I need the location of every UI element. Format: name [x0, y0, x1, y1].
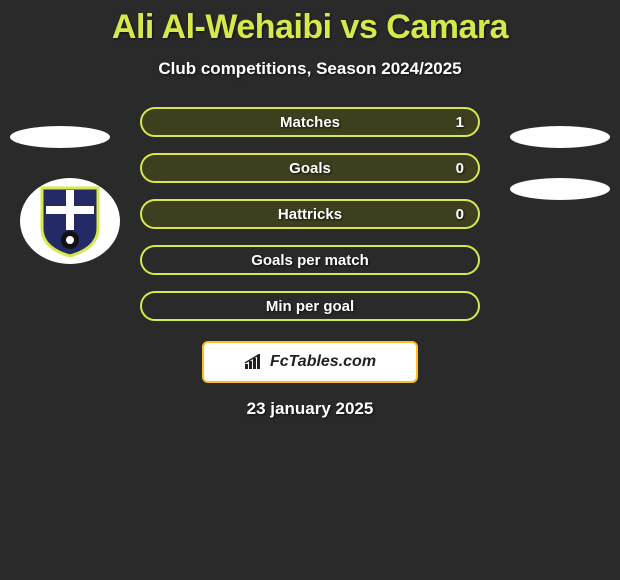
site-badge-text: FcTables.com	[270, 353, 376, 371]
decoration-ellipse-left	[10, 126, 110, 148]
stat-row: Min per goal	[140, 291, 480, 321]
decoration-ellipse-right-1	[510, 126, 610, 148]
stat-label: Min per goal	[266, 298, 354, 315]
subtitle: Club competitions, Season 2024/2025	[0, 59, 620, 79]
stat-value: 0	[456, 206, 464, 223]
decoration-ellipse-right-2	[510, 178, 610, 200]
date-label: 23 january 2025	[0, 399, 620, 419]
stat-row: Goals per match	[140, 245, 480, 275]
stat-label: Goals	[289, 160, 331, 177]
stat-label: Goals per match	[251, 252, 369, 269]
stat-row: Goals 0	[140, 153, 480, 183]
stat-row: Matches 1	[140, 107, 480, 137]
stat-row: Hattricks 0	[140, 199, 480, 229]
page-title: Ali Al-Wehaibi vs Camara	[0, 0, 620, 47]
crest-icon	[38, 184, 102, 258]
stat-label: Hattricks	[278, 206, 342, 223]
stat-label: Matches	[280, 114, 340, 131]
stat-value: 0	[456, 160, 464, 177]
club-crest	[20, 178, 120, 264]
stat-value: 1	[456, 114, 464, 131]
site-badge[interactable]: FcTables.com	[202, 341, 418, 383]
chart-icon	[244, 354, 266, 370]
